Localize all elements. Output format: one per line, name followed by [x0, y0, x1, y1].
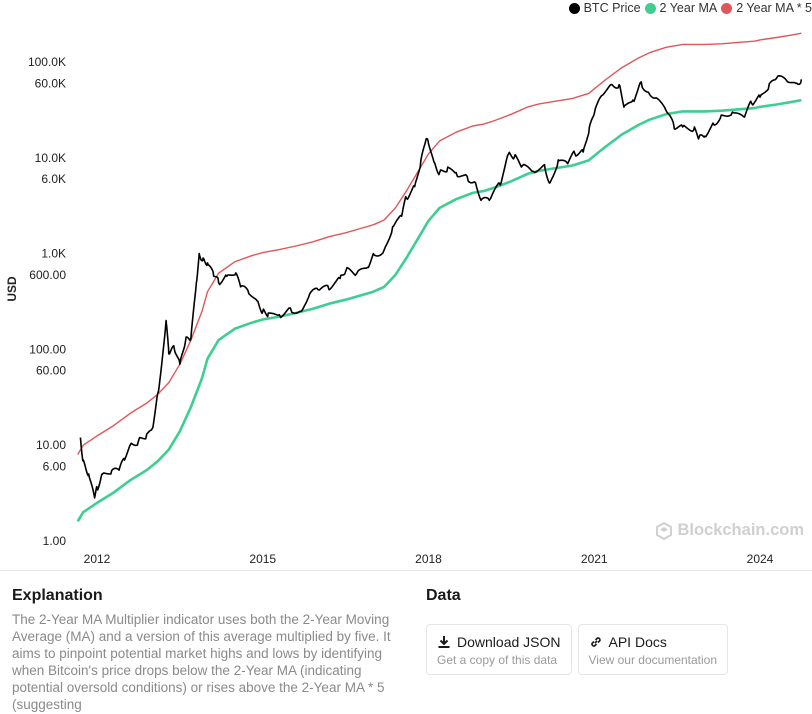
- legend-item-2-year-ma[interactable]: 2 Year MA: [644, 1, 718, 15]
- chart-legend: BTC Price 2 Year MA 2 Year MA * 5: [565, 0, 812, 16]
- y-tick-label: 1.0K: [41, 247, 66, 261]
- legend-dot-ma: [644, 2, 656, 14]
- explanation-section: Explanation The 2-Year MA Multiplier ind…: [12, 587, 392, 713]
- y-tick-label: 60.0K: [35, 76, 66, 90]
- y-tick-label: 6.00: [43, 459, 67, 473]
- download-icon: [438, 636, 450, 648]
- api-docs-label: API Docs: [608, 634, 667, 650]
- explanation-text: The 2-Year MA Multiplier indicator uses …: [12, 612, 391, 712]
- x-tick-label: 2024: [747, 552, 774, 566]
- y-tick-label: 60.00: [36, 364, 66, 378]
- y-tick-label: 600.00: [29, 268, 66, 282]
- watermark-text: Blockchain.com: [677, 521, 804, 539]
- x-tick-label: 2018: [415, 552, 442, 566]
- api-docs-button[interactable]: API Docs View our documentation: [577, 624, 729, 675]
- y-tick-label: 100.00: [29, 342, 66, 356]
- link-icon: [590, 637, 601, 647]
- section-divider: [0, 570, 812, 571]
- api-docs-sub: View our documentation: [588, 653, 718, 667]
- chart-area: USD 1.00 6.00 10.00 60.00 100.00 600.00 1.0K 6.…: [5, 32, 803, 566]
- y-tick-label: 100.0K: [28, 55, 66, 69]
- y-tick-label: 10.00: [36, 438, 66, 452]
- data-section: Data Download JSON Get a copy of this da…: [426, 587, 734, 675]
- x-tick-label: 2012: [84, 552, 111, 566]
- series-line-2-year-ma-x5: [77, 32, 802, 455]
- y-axis-label: USD: [5, 276, 19, 302]
- legend-item-2-year-ma-x5[interactable]: 2 Year MA * 5: [721, 1, 812, 15]
- blockchain-watermark: Blockchain.com: [655, 521, 804, 540]
- legend-label-ma5: 2 Year MA * 5: [736, 1, 812, 15]
- series-line-2-year-ma: [76, 98, 802, 523]
- legend-item-btc-price[interactable]: BTC Price: [568, 1, 641, 15]
- legend-label-btc: BTC Price: [583, 1, 641, 15]
- api-docs-main: API Docs: [589, 634, 718, 650]
- x-tick-label: 2015: [249, 552, 276, 566]
- y-axis-ticks: 1.00 6.00 10.00 60.00 100.00 600.00 1.0K 6.0K 10…: [28, 55, 66, 548]
- explanation-title: Explanation: [12, 587, 103, 604]
- data-buttons: Download JSON Get a copy of this data AP…: [426, 624, 734, 675]
- y-tick-label: 6.0K: [41, 172, 66, 186]
- legend-dot-ma5: [721, 2, 733, 14]
- series-group: [76, 32, 803, 523]
- download-json-main: Download JSON: [437, 634, 561, 650]
- data-title: Data: [426, 587, 461, 604]
- x-tick-label: 2021: [581, 552, 608, 566]
- y-tick-label: 10.0K: [35, 151, 66, 165]
- download-json-sub: Get a copy of this data: [437, 653, 558, 667]
- legend-dot-btc: [568, 2, 580, 14]
- download-json-button[interactable]: Download JSON Get a copy of this data: [426, 624, 572, 675]
- y-tick-label: 1.00: [43, 534, 67, 548]
- x-axis-ticks: 2012 2015 2018 2021 2024: [84, 552, 774, 566]
- legend-label-ma: 2 Year MA: [659, 1, 718, 15]
- blockchain-logo-icon: [656, 521, 673, 540]
- download-json-label: Download JSON: [457, 634, 561, 650]
- series-line-btc-price: [79, 75, 803, 499]
